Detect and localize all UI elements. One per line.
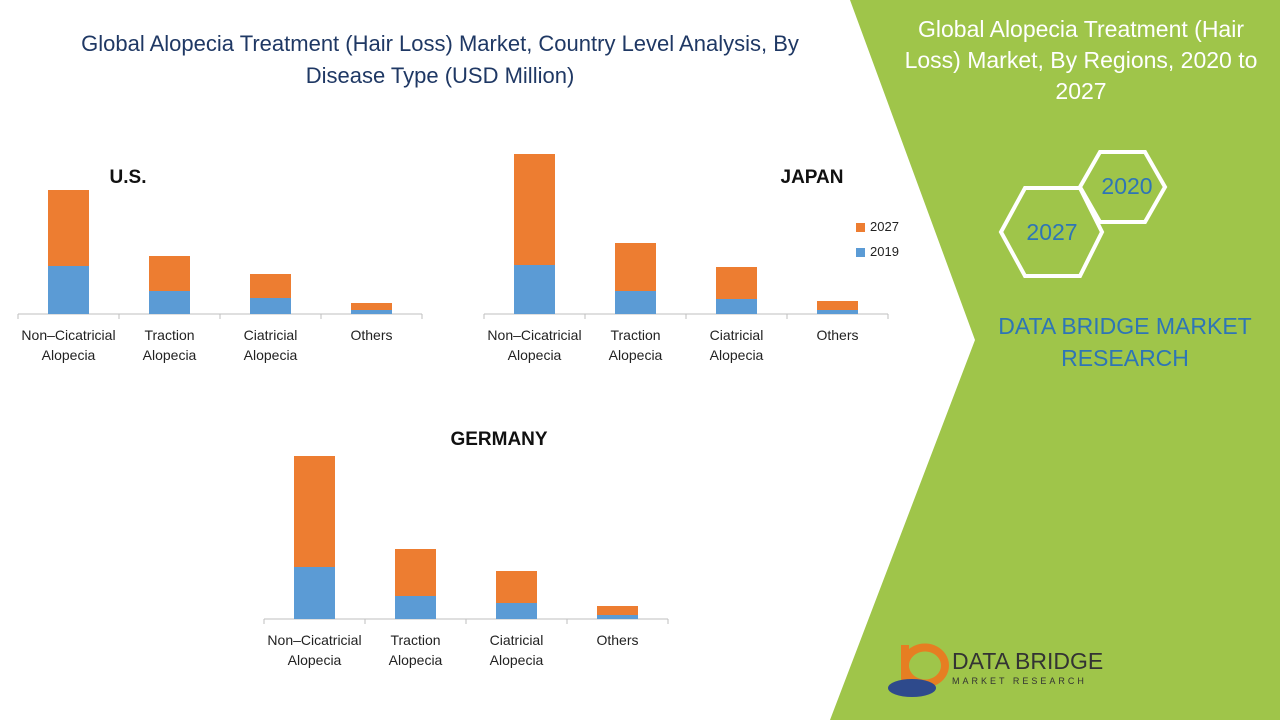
bar-segment — [716, 267, 757, 299]
bar-segment — [496, 571, 537, 603]
bar-segment — [615, 291, 656, 314]
logo-tagline: MARKET RESEARCH — [952, 676, 1087, 686]
x-tick-label: Ciatricial Alopecia — [709, 327, 764, 363]
legend-swatch — [856, 248, 865, 257]
bar-segment — [149, 291, 190, 314]
hexagon — [998, 186, 1105, 278]
bar-segment — [48, 266, 89, 314]
x-tick-label: Traction Alopecia — [388, 632, 443, 668]
x-tick-label: Ciatricial Alopecia — [489, 632, 544, 668]
bar-segment — [395, 596, 436, 619]
bar-segment — [250, 298, 291, 314]
logo-mark — [888, 679, 936, 697]
brand: DATA BRIDGE MARKET RESEARCH — [998, 313, 1252, 371]
bar-segment — [294, 456, 335, 567]
x-tick-label: Others — [596, 632, 639, 648]
side-panel-bg — [830, 0, 1280, 720]
bar-segment — [294, 567, 335, 619]
legend-label: 2027 — [870, 219, 899, 234]
logo-name: DATA BRIDGE — [952, 648, 1104, 674]
x-tick-label: Traction Alopecia — [142, 327, 197, 363]
chart-title: GERMANY — [450, 429, 548, 450]
x-tick-label: Others — [350, 327, 393, 343]
x-tick-label: Traction Alopecia — [608, 327, 663, 363]
hex-label: 2027 — [1026, 219, 1078, 245]
hex-label: 2020 — [1101, 173, 1153, 199]
side-title: Global Alopecia Treatment (Hair Loss) Ma… — [904, 16, 1258, 104]
x-tick-label: Non–Cicatricial Alopecia — [487, 327, 582, 363]
bar-segment — [716, 299, 757, 314]
legend-label: 2019 — [870, 244, 899, 259]
page-title: Global Alopecia Treatment (Hair Loss) Ma… — [81, 31, 799, 88]
bar-segment — [817, 310, 858, 314]
x-tick-label: Ciatricial Alopecia — [243, 327, 298, 363]
x-tick-label: Non–Cicatricial Alopecia — [267, 632, 362, 668]
bar-segment — [48, 190, 89, 266]
bar-segment — [514, 154, 555, 265]
x-tick-label: Others — [816, 327, 859, 343]
bar-segment — [514, 265, 555, 314]
x-tick-label: Non–Cicatricial Alopecia — [21, 327, 116, 363]
bar-segment — [597, 606, 638, 615]
bar-segment — [615, 243, 656, 291]
bar-segment — [351, 303, 392, 310]
chart-title: U.S. — [109, 167, 147, 188]
legend-swatch — [856, 223, 865, 232]
bar-segment — [496, 603, 537, 619]
bar-segment — [597, 615, 638, 619]
bar-segment — [395, 549, 436, 596]
bar-segment — [817, 301, 858, 310]
bar-segment — [250, 274, 291, 298]
bar-segment — [351, 310, 392, 314]
chart-title: JAPAN — [780, 167, 844, 188]
bar-segment — [149, 256, 190, 291]
